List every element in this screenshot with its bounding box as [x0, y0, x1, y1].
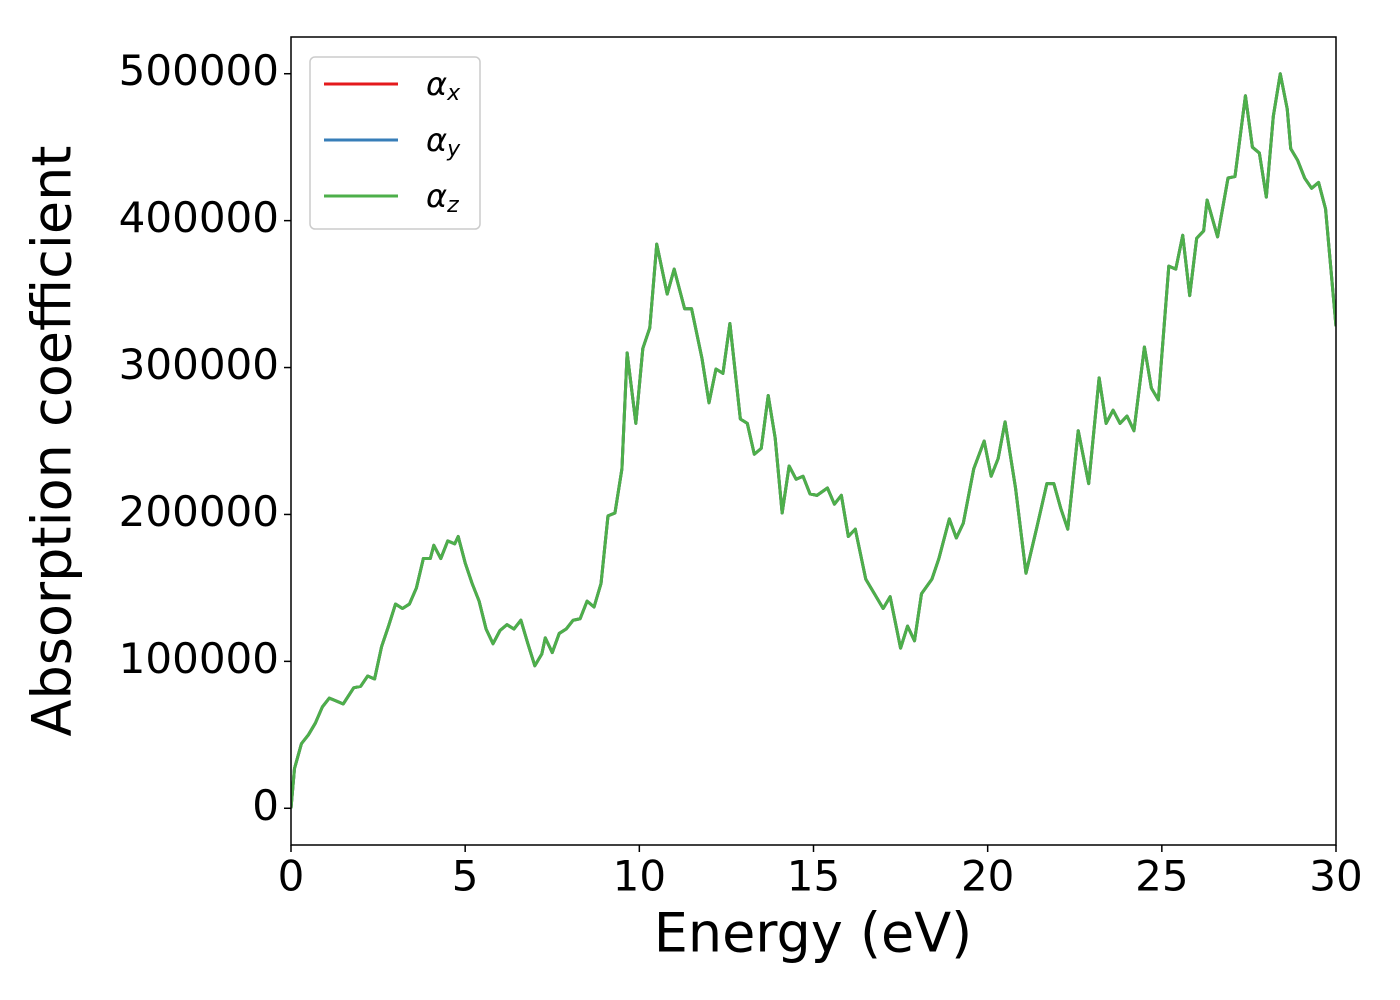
y-tick-label: 400000	[119, 193, 279, 242]
plot-lines	[291, 72, 1336, 809]
y-axis-label: Absorption coefficient	[21, 146, 84, 737]
legend-label: αy	[426, 121, 461, 162]
y-tick-label: 0	[252, 781, 279, 830]
x-tick-label: 5	[452, 852, 479, 901]
y-tick-label: 100000	[119, 634, 279, 683]
axes-frame	[290, 36, 1337, 846]
x-tick-label: 15	[787, 852, 840, 901]
series-line	[291, 72, 1336, 809]
x-tick-label: 10	[613, 852, 666, 901]
y-tick-label: 200000	[119, 487, 279, 536]
x-tick-label: 20	[961, 852, 1014, 901]
legend-label: αx	[426, 65, 461, 106]
x-tick-label: 0	[278, 852, 305, 901]
legend-box	[309, 56, 481, 230]
legend-label: αz	[426, 177, 459, 218]
y-tick-label: 300000	[119, 340, 279, 389]
x-axis-label: Energy (eV)	[654, 902, 973, 965]
x-tick-label: 25	[1135, 852, 1188, 901]
x-tick-label: 30	[1309, 852, 1362, 901]
y-tick-label: 500000	[119, 46, 279, 95]
